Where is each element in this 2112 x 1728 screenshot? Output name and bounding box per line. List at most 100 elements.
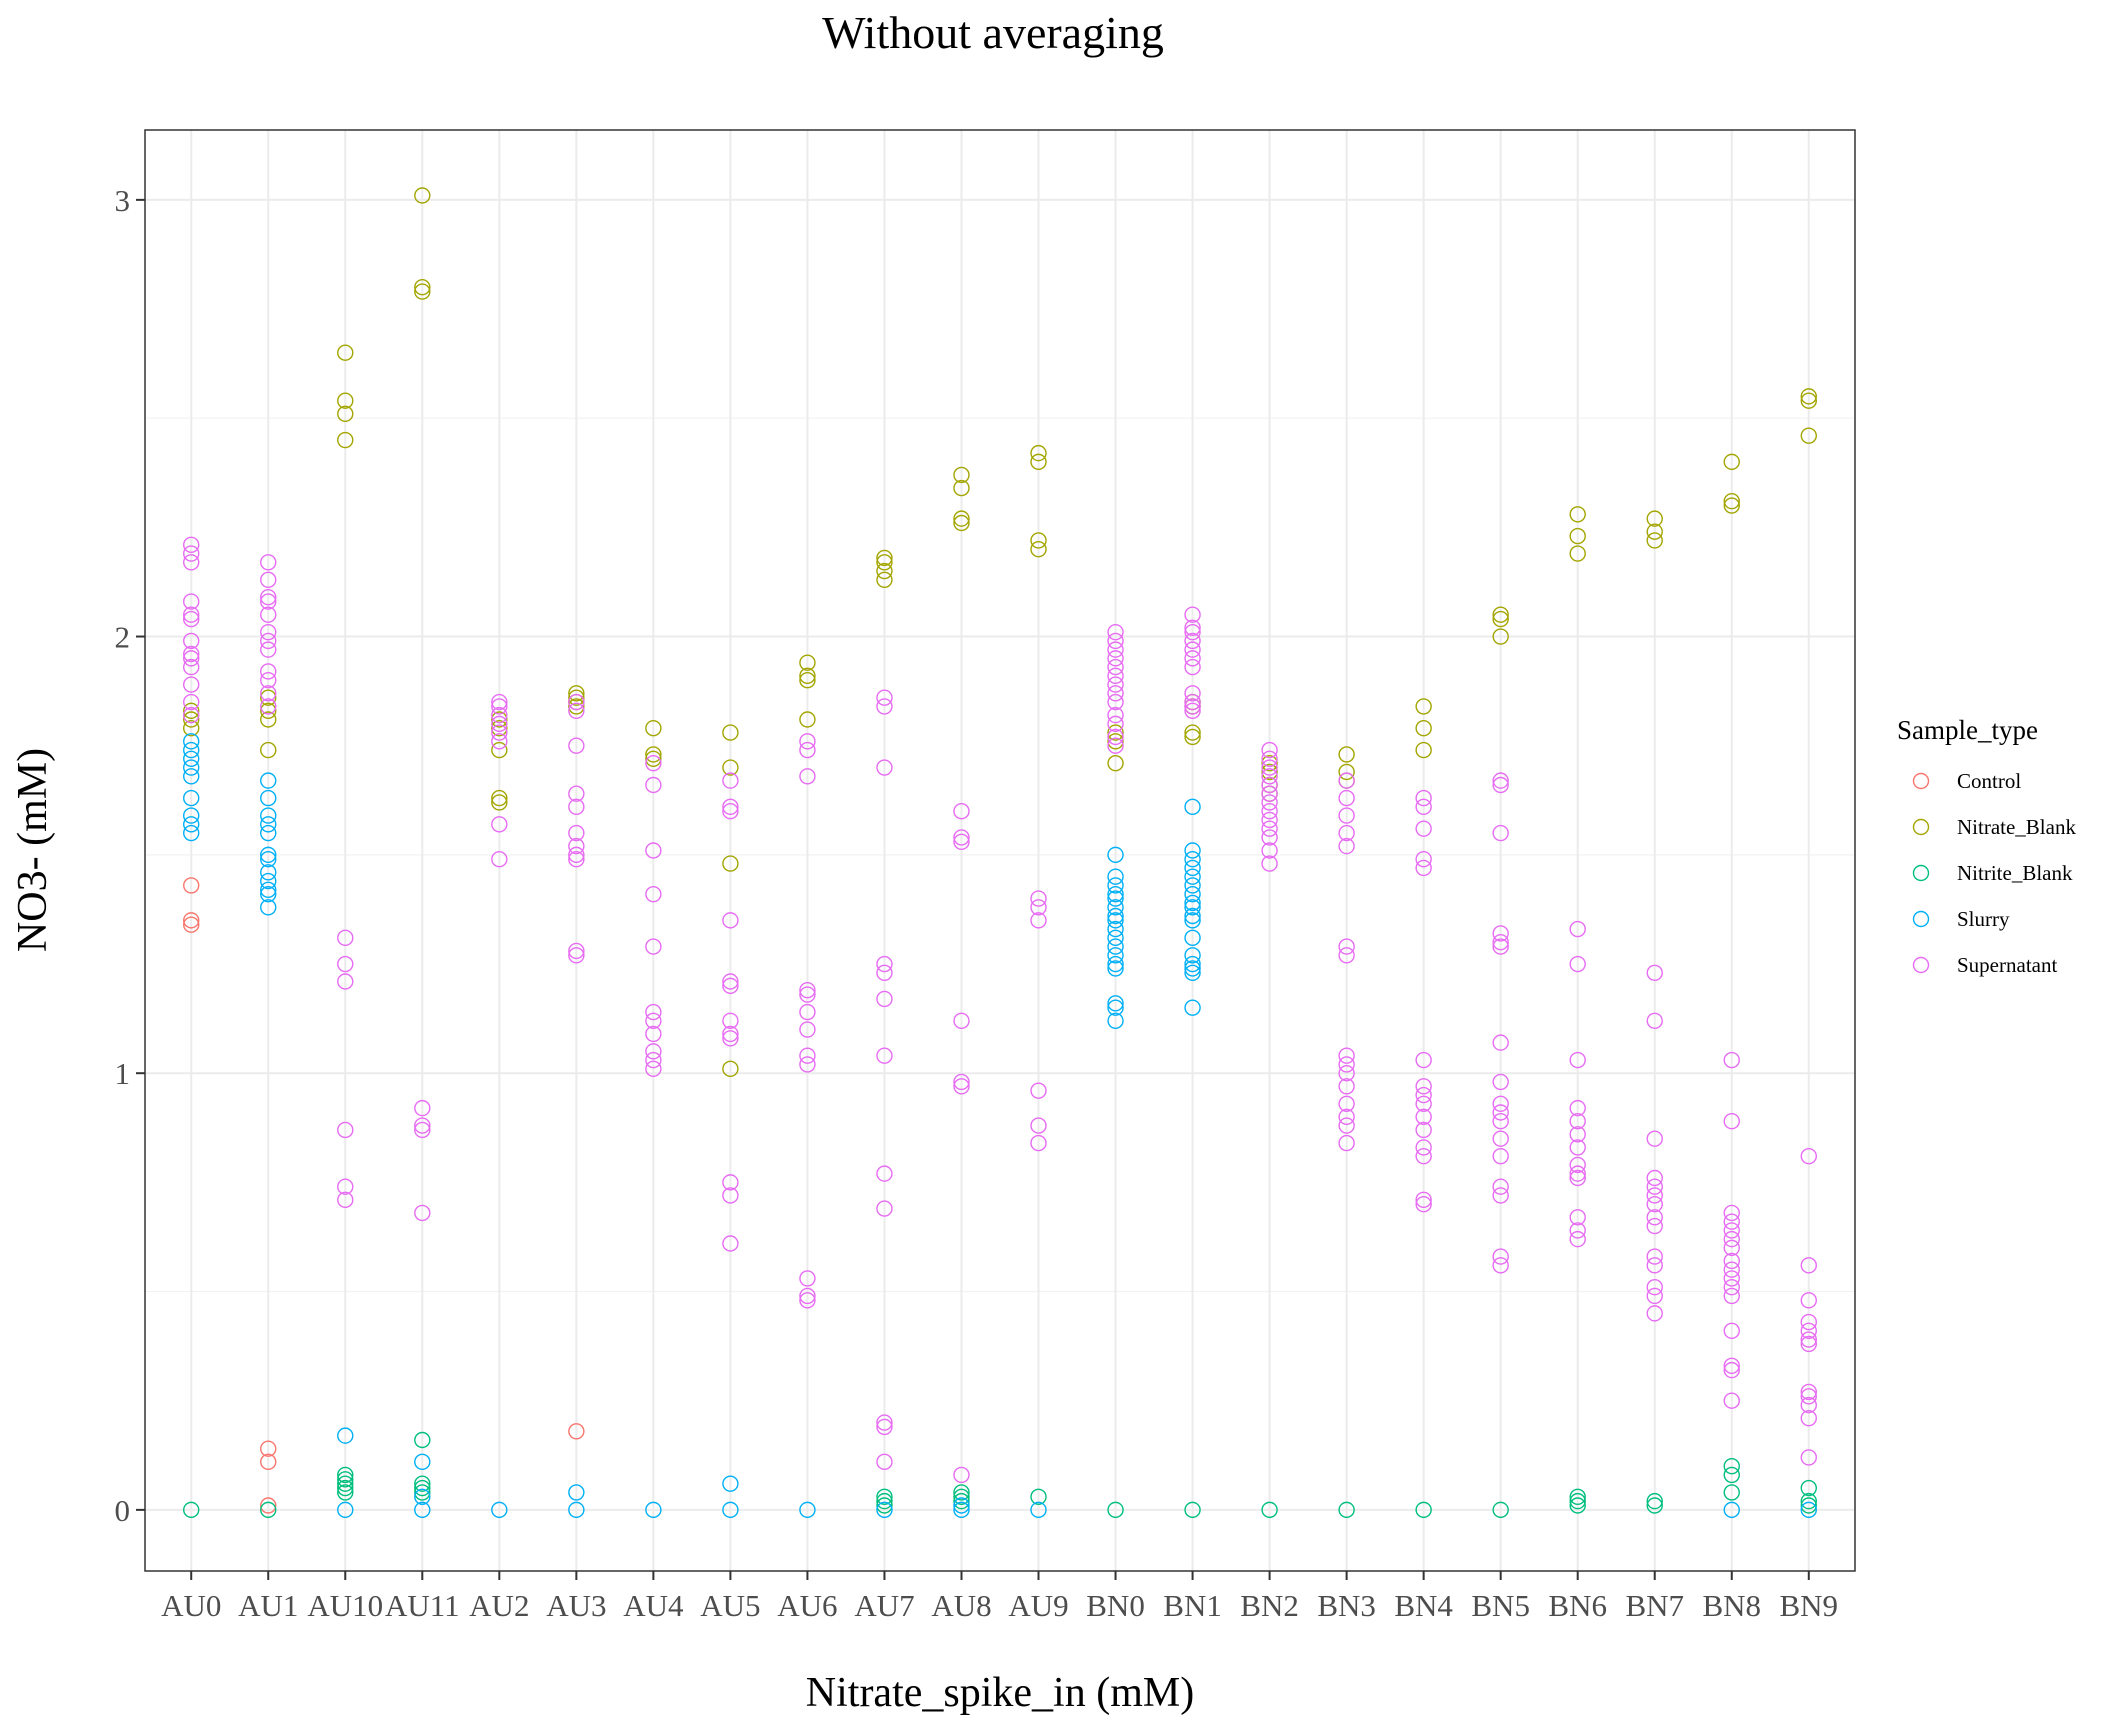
data-point: [1338, 1078, 1355, 1095]
data-point: [1107, 715, 1124, 733]
data-point: [568, 785, 585, 802]
data-point: [260, 589, 277, 606]
data-point: [1415, 741, 1432, 759]
data-point: [1723, 1204, 1740, 1222]
legend-key: [1912, 818, 1930, 836]
data-point: [491, 711, 508, 728]
x-tick-label: AU9: [1008, 1588, 1068, 1623]
data-point: [1646, 1169, 1663, 1187]
data-point: [722, 1030, 739, 1047]
data-point: [337, 1178, 354, 1195]
data-point: [1569, 545, 1586, 562]
data-point: [1492, 1130, 1509, 1147]
data-point: [1107, 960, 1124, 977]
data-point: [1723, 1322, 1740, 1340]
major-gridlines: [145, 130, 1855, 1571]
data-point: [1723, 1222, 1740, 1239]
data-point: [1184, 842, 1201, 859]
data-point: [1415, 1501, 1432, 1519]
data-point: [491, 741, 508, 759]
data-point: [1800, 1383, 1817, 1401]
data-point: [876, 1418, 893, 1436]
data-point: [568, 942, 585, 960]
data-point: [1800, 1409, 1817, 1427]
data-point: [1184, 698, 1201, 715]
data-point: [1338, 947, 1355, 964]
data-point: [1492, 938, 1509, 955]
data-point: [1646, 523, 1663, 540]
data-point: [799, 1292, 816, 1309]
data-point: [953, 829, 970, 846]
data-point: [183, 702, 200, 719]
data-point: [1646, 964, 1663, 981]
data-point: [1030, 1488, 1047, 1505]
data-point: [1800, 1322, 1817, 1340]
data-point: [414, 1484, 431, 1501]
chart-title: Without averaging: [822, 7, 1164, 58]
data-point: [722, 724, 739, 741]
data-point: [1184, 798, 1201, 816]
data-point: [1492, 606, 1509, 623]
plot-panel: [145, 130, 1855, 1571]
data-point: [1800, 1497, 1817, 1514]
data-point: [260, 689, 277, 706]
data-point: [1415, 1139, 1432, 1156]
data-point: [414, 283, 431, 300]
data-point: [1800, 1335, 1817, 1353]
data-point: [1030, 1134, 1047, 1152]
data-point: [1723, 1113, 1740, 1130]
data-point: [1569, 1230, 1586, 1248]
legend-key: [1912, 864, 1930, 882]
data-point: [799, 741, 816, 759]
data-point: [183, 610, 200, 628]
data-point: [799, 1287, 816, 1305]
data-point: [645, 750, 662, 767]
data-point: [414, 1121, 431, 1139]
data-point: [1030, 541, 1047, 558]
data-point: [183, 750, 200, 767]
data-point: [1261, 750, 1278, 767]
data-point: [1338, 772, 1355, 789]
data-points: [183, 187, 1817, 1519]
data-point: [1800, 1501, 1817, 1519]
data-point: [1338, 1117, 1355, 1134]
data-point: [1338, 1108, 1355, 1126]
data-point: [337, 1475, 354, 1492]
data-point: [645, 1025, 662, 1043]
data-point: [260, 606, 277, 623]
x-tick-label: AU1: [238, 1588, 298, 1623]
y-tick-label: 2: [115, 620, 131, 655]
data-point: [1415, 1095, 1432, 1112]
data-point: [1107, 929, 1124, 947]
data-point: [1569, 1169, 1586, 1187]
data-point: [1569, 955, 1586, 973]
data-point: [1338, 763, 1355, 781]
data-point: [722, 772, 739, 789]
data-point: [568, 685, 585, 702]
data-point: [1569, 1209, 1586, 1226]
data-point: [183, 676, 200, 693]
data-point: [1261, 803, 1278, 820]
data-point: [1261, 794, 1278, 811]
data-point: [337, 955, 354, 973]
data-point: [183, 645, 200, 663]
data-point: [1415, 851, 1432, 868]
data-point: [876, 964, 893, 981]
data-point: [722, 1174, 739, 1191]
data-point: [260, 554, 277, 571]
data-point: [1261, 776, 1278, 794]
data-point: [1107, 650, 1124, 667]
data-point: [722, 1025, 739, 1043]
data-point: [491, 724, 508, 741]
data-point: [1261, 811, 1278, 829]
data-point: [1646, 1287, 1663, 1305]
y-tick-label: 0: [115, 1493, 131, 1528]
data-point: [260, 1453, 277, 1471]
data-point: [1030, 532, 1047, 549]
data-point: [645, 720, 662, 737]
data-point: [183, 912, 200, 929]
data-point: [953, 466, 970, 484]
data-point: [260, 864, 277, 881]
data-point: [260, 807, 277, 824]
data-point: [1723, 1457, 1740, 1475]
